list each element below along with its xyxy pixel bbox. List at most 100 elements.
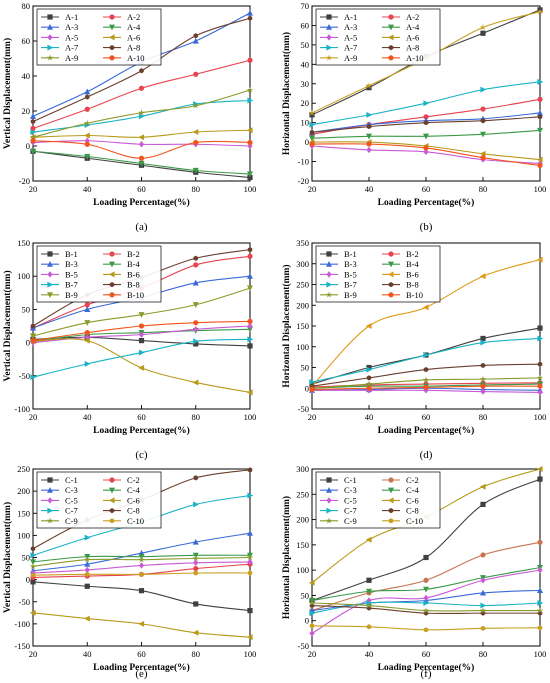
legend-label: C-9 [65,516,78,526]
series-A-8 [30,15,253,125]
legend-label: A-3 [65,22,78,32]
data-point-C-1 [138,588,145,594]
data-point-B-9 [192,302,199,308]
data-point-A-10 [423,145,429,151]
x-tick-label: 20 [308,184,317,194]
legend-marker-B-4 [109,261,115,268]
legend-label: A-4 [406,22,420,32]
series-B-10 [309,383,543,393]
series-C-9 [308,599,544,614]
legend-label: A-5 [344,32,357,42]
y-tick-label: 100 [17,271,30,281]
data-point-A-10 [247,139,253,146]
legend-marker-B-8 [388,282,394,288]
legend-marker-C-6 [108,497,115,504]
data-point-A-8 [537,114,543,120]
panel-caption: (f) [421,668,432,680]
y-tick-label: 200 [296,300,309,310]
legend-label: C-3 [344,485,357,495]
legend-label: A-5 [65,32,78,42]
legend-marker-A-7 [47,44,54,51]
data-point-A-4 [30,148,36,155]
data-point-A-4 [84,153,91,160]
y-axis-label: Vertical Displacement(mm) [2,270,13,381]
y-tick-label: 70 [301,1,310,11]
data-point-A-10 [537,162,543,169]
data-point-B-7 [30,374,37,381]
legend-label: C-5 [344,495,357,505]
y-axis-label: Vertical Displacement(mm) [2,38,13,149]
legend-label: A-7 [65,43,78,53]
data-point-B-7 [480,339,487,346]
data-point-C-9 [138,556,145,563]
legend: B-1 B-2 B-3 B-4 B-5 B-6 B-7 B-8 B-9 B-10 [36,245,162,303]
data-point-B-8 [423,366,429,373]
data-point-A-3 [537,109,543,116]
data-point-C-1 [480,501,486,507]
y-tick-label: 250 [296,489,309,499]
data-point-C-9 [308,599,316,606]
panel-caption: (b) [420,221,433,233]
y-tick-label: -20 [298,176,309,186]
legend-marker-B-6 [108,271,115,278]
data-point-C-2 [423,577,429,583]
y-axis-label: Horizontal Displacement(mm) [281,496,292,619]
x-axis-label: Loading Percentage(%) [93,197,190,208]
data-point-B-7 [537,335,544,342]
legend-label: B-1 [65,249,78,259]
data-point-C-9 [365,602,373,609]
x-tick-label: 40 [365,649,374,659]
x-tick-label: 60 [422,184,431,194]
data-point-A-10 [366,141,372,147]
data-point-A-6 [246,127,253,134]
series-C-5 [30,558,253,577]
data-point-A-9 [138,109,145,116]
data-point-A-6 [138,134,145,141]
x-axis-label: Loading Percentage(%) [378,197,475,208]
data-point-A-9 [479,23,487,31]
legend-marker-C-2 [109,477,115,483]
legend-label: B-8 [406,280,419,290]
data-point-A-8 [366,123,372,130]
series-C-9 [29,554,254,570]
legend-marker-B-7 [47,281,54,288]
y-tick-label: -100 [14,619,30,629]
data-point-C-2 [480,552,486,558]
legend-marker-B-2 [388,251,394,257]
data-point-C-1 [366,577,372,583]
x-tick-label: 40 [83,184,92,194]
data-point-B-2 [247,253,253,259]
x-tick-label: 100 [244,649,257,659]
legend-label: B-3 [344,259,357,269]
x-tick-label: 60 [422,649,431,659]
legend-label: B-8 [127,280,140,290]
data-point-A-9 [308,109,316,116]
data-point-C-10 [85,571,90,577]
data-point-B-7 [247,336,254,343]
data-point-B-6 [422,304,429,311]
legend-label: C-10 [406,516,423,526]
legend: A-1 A-2 A-3 A-4 A-5 A-6 A-7 A-8 A-9 A-10 [36,8,162,66]
data-point-B-6 [246,389,253,396]
data-point-B-7 [423,352,430,359]
chart-panel-6: 20 40 60 80 100 -50 0 50 100 150 200 250 300 Loading … [281,464,546,680]
data-point-B-7 [138,349,145,356]
data-point-B-5 [138,331,145,338]
legend-label: C-6 [406,495,419,505]
data-point-C-6 [29,609,36,616]
data-point-B-1 [537,325,543,331]
data-point-C-5 [193,559,199,567]
x-tick-label: 80 [192,412,201,422]
legend-label: B-2 [127,249,140,259]
legend-label: C-8 [406,506,419,516]
x-axis-label: Loading Percentage(%) [378,425,475,436]
legend-label: B-6 [406,269,419,279]
legend-marker-B-9 [325,291,333,298]
data-point-C-5 [423,594,429,602]
legend-marker-A-8 [109,45,115,51]
series-B-10 [30,318,253,344]
data-point-B-3 [84,306,91,312]
x-axis-label: Loading Percentage(%) [378,662,475,673]
legend: C-1 C-2 C-3 C-4 C-5 C-6 C-7 C-8 C-9 C-10 [315,471,441,529]
data-point-A-6 [192,129,199,135]
